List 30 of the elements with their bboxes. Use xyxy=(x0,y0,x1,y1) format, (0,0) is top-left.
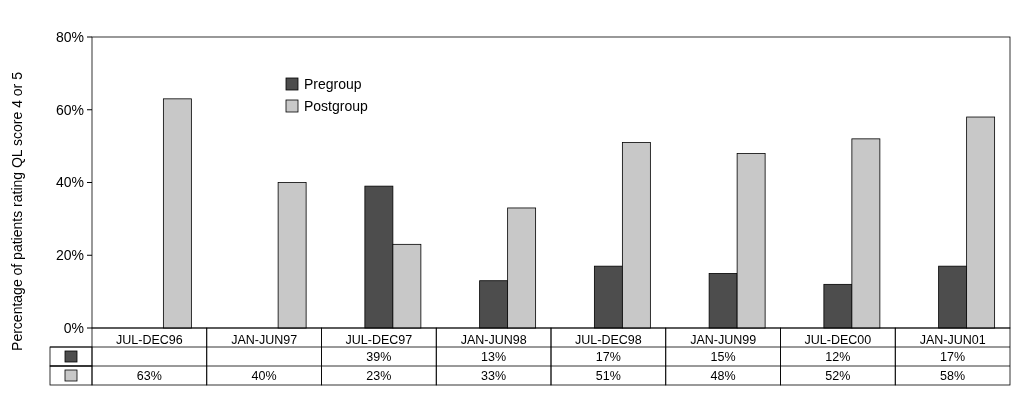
data-label: 33% xyxy=(481,368,507,383)
x-tick-label: JUL-DEC97 xyxy=(345,332,413,347)
y-tick-label: 20% xyxy=(55,247,84,264)
legend-label: Pregroup xyxy=(304,75,362,92)
data-label: 13% xyxy=(481,349,507,364)
data-label: 23% xyxy=(366,368,392,383)
y-tick-label: 0% xyxy=(63,319,84,336)
y-tick-label: 60% xyxy=(55,101,84,118)
data-label: 58% xyxy=(940,368,966,383)
x-tick-label: JUL-DEC00 xyxy=(804,332,872,347)
y-axis-title: Percentage of patients rating QL score 4 or 5 xyxy=(9,71,25,351)
data-label: 12% xyxy=(825,349,851,364)
x-tick-label: JAN-JUN98 xyxy=(460,332,527,347)
data-label: 39% xyxy=(366,349,392,364)
x-tick-label: JAN-JUN97 xyxy=(231,332,298,347)
y-tick-label: 80% xyxy=(55,28,84,45)
x-tick-label: JUL-DEC96 xyxy=(116,332,183,347)
data-label: 17% xyxy=(940,349,966,364)
legend-label: Postgroup xyxy=(304,97,369,114)
data-label: 51% xyxy=(595,368,621,383)
data-label: 48% xyxy=(710,368,736,383)
data-label: 15% xyxy=(710,349,736,364)
data-label: 63% xyxy=(136,368,162,383)
x-tick-label: JAN-JUN01 xyxy=(919,332,986,347)
data-label: 52% xyxy=(825,368,851,383)
x-tick-label: JUL-DEC98 xyxy=(575,332,642,347)
y-tick-label: 40% xyxy=(55,174,84,191)
data-label: 17% xyxy=(595,349,621,364)
data-label: 40% xyxy=(251,368,277,383)
x-tick-label: JAN-JUN99 xyxy=(690,332,757,347)
